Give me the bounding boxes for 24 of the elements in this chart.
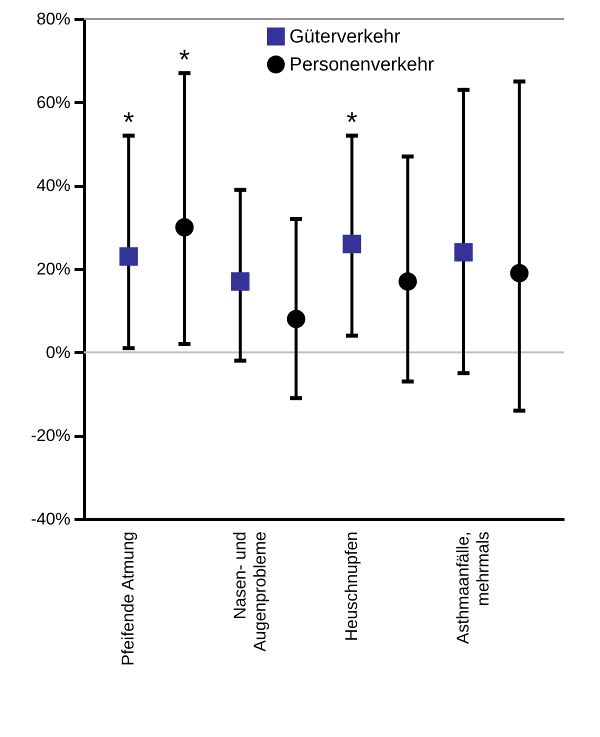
point [175, 218, 194, 237]
point [231, 272, 250, 291]
y-tick-label: 40% [36, 176, 70, 196]
point [119, 247, 138, 266]
point [398, 272, 417, 291]
x-tick-label: Nasen- und Augenprobleme [230, 532, 270, 652]
annotation: * [179, 44, 190, 76]
annotation: * [123, 106, 134, 138]
x-tick-label: Asthmaanfälle, mehrmals [454, 532, 493, 644]
annotation: * [346, 106, 358, 138]
y-tick-label: -20% [30, 426, 70, 446]
x-tick-label: Heuschnupfen [342, 532, 361, 642]
x-tick-label: Pfeifende Atmung [118, 532, 138, 666]
y-tick-label: 60% [36, 92, 70, 112]
point [454, 243, 473, 262]
y-tick-label: -40% [30, 510, 70, 528]
legend-label: Güterverkehr [289, 26, 401, 48]
point [342, 234, 362, 254]
y-tick-label: 80% [36, 10, 70, 28]
point [510, 264, 529, 282]
y-tick-label: 20% [36, 260, 70, 278]
point [286, 310, 306, 328]
legend-label: Personenverkehr [289, 54, 435, 76]
y-tick-label: 0% [46, 342, 70, 362]
